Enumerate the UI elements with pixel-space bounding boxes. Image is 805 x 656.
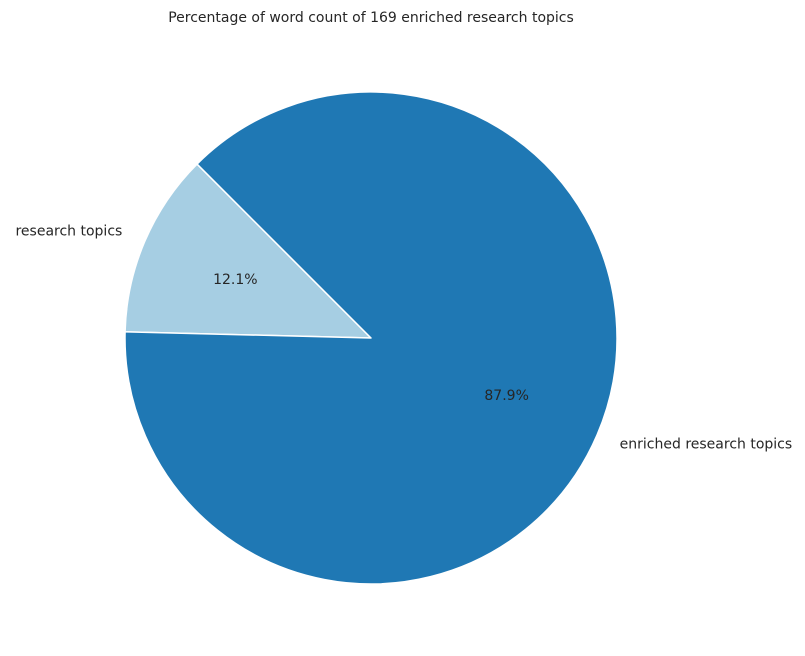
slice-category-label-0: research topics (15, 223, 122, 239)
slice-category-label-1: enriched research topics (620, 437, 793, 453)
pie-slice-0 (124, 163, 372, 339)
pie-slice-1 (124, 91, 618, 585)
labels-layer: 12.1% research topics 87.9% enriched resear… (15, 223, 792, 452)
slices-layer (124, 91, 618, 585)
chart-title: Percentage of word count of 169 enriched… (168, 10, 574, 26)
slice-percent-label-0: 12.1% (213, 272, 257, 288)
slice-percent-label-1: 87.9% (484, 388, 528, 404)
